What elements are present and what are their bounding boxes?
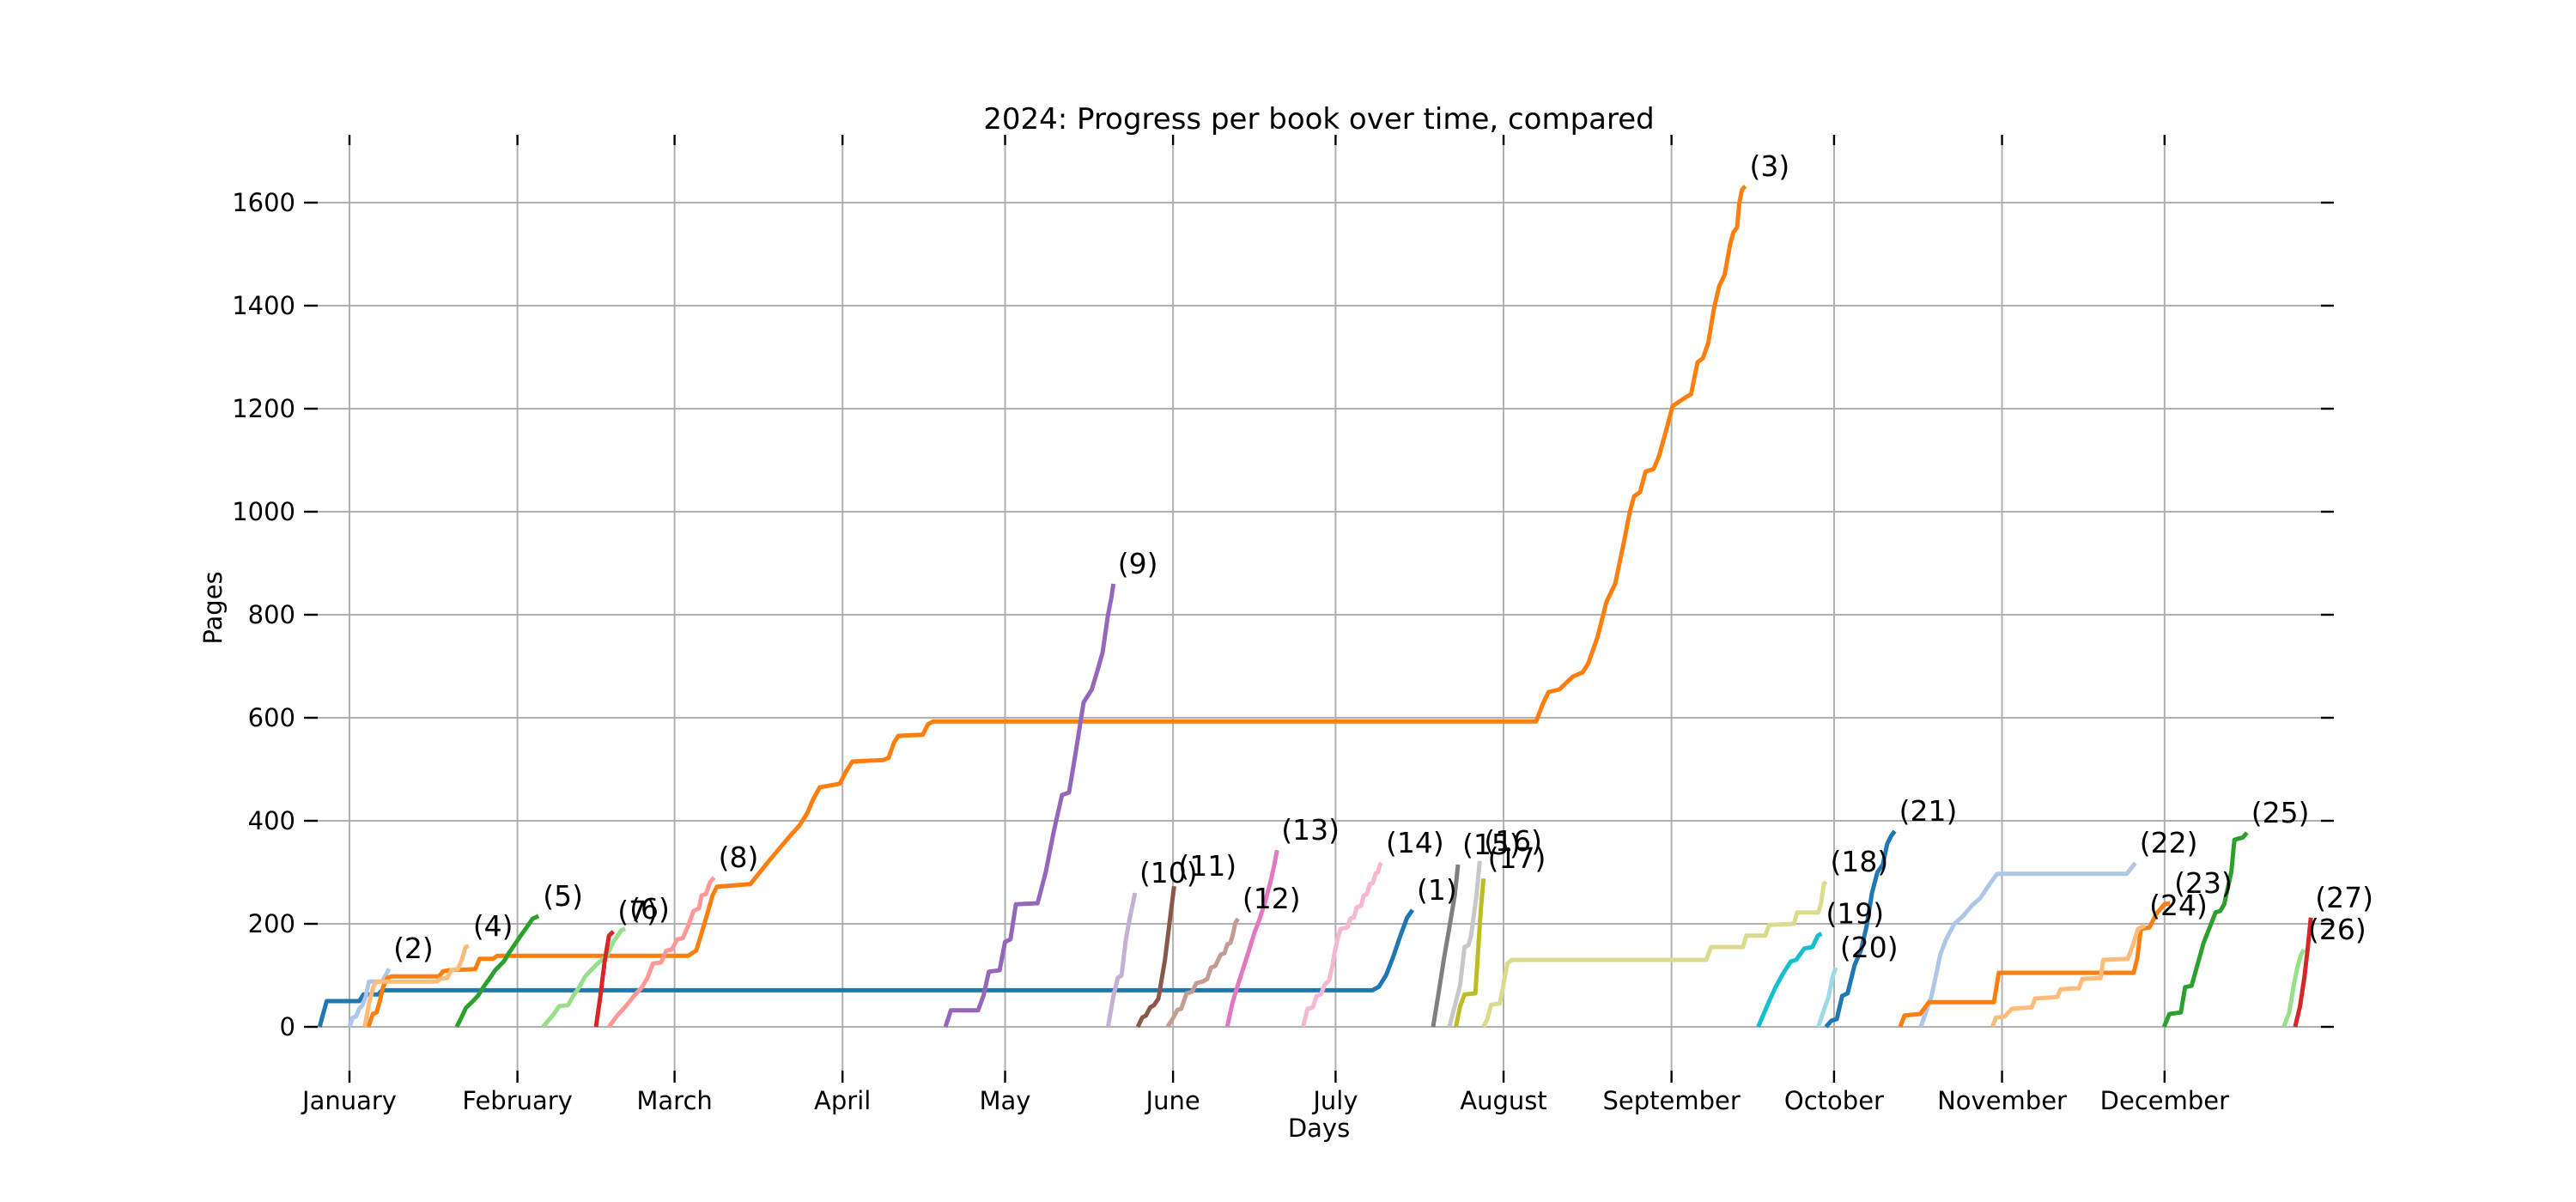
series-line-19 [1756,932,1823,1028]
series-line-12 [1165,917,1240,1029]
y-tick-label: 1600 [232,188,295,217]
x-tick-label: August [1460,1086,1547,1115]
series-line-22 [1918,861,2137,1028]
series-line-21 [1824,829,1897,1029]
series-label-22: (22) [2140,826,2198,859]
series-end-labels: (1) (2) (3) (4) (5) (6)(7) (8) (9) (10)(11)(12) (… [393,149,2373,965]
series-line-3 [366,185,1747,1028]
series-label-1: (1) [1417,873,1457,907]
y-tick-label: 400 [248,806,295,835]
series-lines [317,185,2313,1029]
series-label-3: (3) [1749,149,1789,183]
series-label-17: (17) [1488,841,1546,875]
x-tick-label: March [636,1086,712,1115]
x-tick-label: November [1937,1086,2067,1115]
y-tick-label: 800 [248,600,295,629]
series-label-13: (13) [1281,813,1340,847]
series-label-23: (23) [2174,866,2233,900]
series-label-6: (6) [629,892,670,926]
x-tick-label: May [980,1086,1031,1115]
series-label-11: (11) [1178,849,1236,883]
series-line-7 [593,930,616,1028]
series-label-8: (8) [719,841,759,874]
x-tick-label: January [301,1086,397,1115]
series-label-20: (20) [1840,931,1899,964]
y-axis-label: Pages [198,571,228,644]
x-tick-label: June [1145,1086,1200,1115]
y-tick-label: 1200 [232,394,295,423]
series-label-26: (26) [2308,913,2366,946]
axis-tick-labels: January February March April May June July Augu… [232,188,2229,1115]
series-line-25 [2161,831,2249,1028]
x-tick-label: July [1311,1086,1358,1115]
series-label-19: (19) [1826,896,1884,930]
series-line-10 [1105,892,1138,1028]
x-tick-label: September [1602,1086,1740,1115]
series-line-6 [541,926,626,1029]
y-tick-label: 200 [248,909,295,938]
series-line-27 [2293,917,2313,1028]
series-line-4 [362,944,470,1028]
series-label-16: (16) [1484,824,1542,858]
series-label-12: (12) [1242,882,1301,915]
series-label-21: (21) [1899,794,1958,828]
series-label-18: (18) [1830,845,1888,878]
series-line-16 [1447,860,1482,1028]
series-label-14: (14) [1386,826,1444,859]
series-line-5 [454,914,540,1029]
series-label-5: (5) [543,879,583,913]
series-label-15: (15) [1462,828,1521,861]
series-line-14 [1301,861,1383,1028]
series-line-26 [2281,948,2306,1028]
y-tick-label: 600 [248,703,295,732]
series-label-24: (24) [2149,889,2208,922]
series-line-9 [943,583,1116,1028]
series-line-18 [1481,880,1828,1029]
series-line-24 [1990,923,2147,1028]
series-line-20 [1816,967,1838,1028]
grid-lines [318,145,2321,1071]
x-tick-label: February [462,1086,573,1115]
series-line-15 [1431,864,1461,1028]
chart-title: 2024: Progress per book over time, compa… [983,102,1655,137]
x-tick-label: April [814,1086,871,1115]
y-tick-label: 1000 [232,497,295,526]
series-label-9: (9) [1118,547,1158,580]
series-line-1 [317,908,1415,1028]
x-tick-label: October [1784,1086,1884,1115]
series-line-17 [1454,877,1486,1028]
x-tick-label: December [2100,1086,2229,1115]
axis-ticks [304,135,2334,1083]
series-label-4: (4) [473,909,513,943]
series-label-7: (7) [617,895,658,928]
y-tick-label: 1400 [232,291,295,320]
series-label-25: (25) [2251,796,2310,829]
series-label-27: (27) [2315,881,2373,914]
series-line-8 [607,876,716,1029]
series-line-11 [1135,885,1176,1029]
series-label-2: (2) [393,932,434,965]
series-line-2 [347,968,392,1028]
y-tick-label: 0 [280,1012,295,1041]
series-line-23 [1898,901,2171,1028]
series-label-10: (10) [1139,856,1198,889]
x-axis-label: Days [1288,1114,1350,1143]
series-line-13 [1224,849,1279,1028]
